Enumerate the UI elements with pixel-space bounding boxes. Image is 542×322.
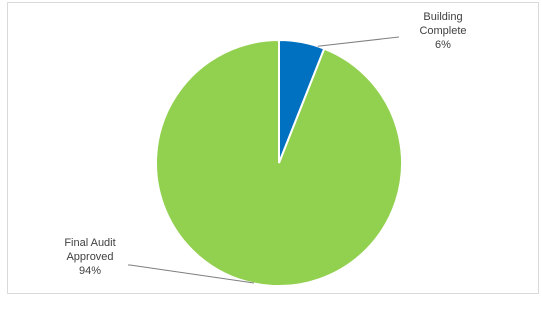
slice-label-0-line-1: Complete	[419, 25, 466, 37]
slice-label-1-line-1: Approved	[66, 251, 113, 263]
leader-line-0	[317, 36, 400, 47]
leader-line-1	[128, 264, 255, 284]
pie-slice-1	[155, 38, 403, 287]
slice-value-label-0: 6%	[435, 39, 451, 51]
slice-label-0-line-0: Building	[423, 11, 462, 23]
slice-value-label-1: 94%	[79, 265, 101, 277]
slice-label-1-line-0: Final Audit	[64, 237, 115, 249]
